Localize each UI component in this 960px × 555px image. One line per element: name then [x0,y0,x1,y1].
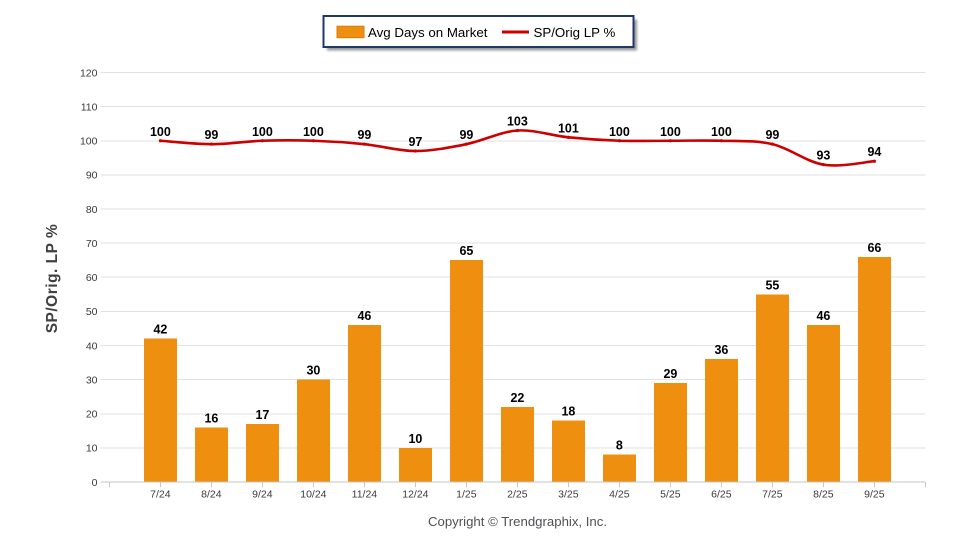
svg-text:93: 93 [816,149,830,163]
svg-text:10: 10 [86,443,98,455]
svg-text:Avg Days on Market: Avg Days on Market [368,25,488,40]
svg-text:40: 40 [86,340,98,352]
svg-text:9/25: 9/25 [864,489,885,501]
svg-text:100: 100 [303,125,324,139]
svg-text:29: 29 [663,367,677,381]
svg-text:17: 17 [255,408,269,422]
svg-text:20: 20 [86,409,98,421]
svg-text:10/24: 10/24 [300,489,326,501]
svg-text:18: 18 [561,405,575,419]
svg-text:70: 70 [86,238,98,250]
svg-text:3/25: 3/25 [558,489,579,501]
svg-text:100: 100 [150,125,171,139]
svg-text:55: 55 [765,278,779,292]
svg-text:60: 60 [86,272,98,284]
svg-text:46: 46 [816,309,830,323]
svg-text:99: 99 [204,128,218,142]
svg-text:16: 16 [204,411,218,425]
svg-text:97: 97 [408,135,422,149]
svg-text:4/25: 4/25 [609,489,630,501]
svg-text:99: 99 [459,128,473,142]
svg-text:5/25: 5/25 [660,489,681,501]
svg-text:36: 36 [714,343,728,357]
svg-text:0: 0 [92,477,98,489]
svg-text:8/24: 8/24 [201,489,222,501]
svg-text:8: 8 [616,439,623,453]
svg-text:10: 10 [408,432,422,446]
svg-text:101: 101 [558,121,579,135]
svg-text:11/24: 11/24 [352,489,378,501]
svg-text:46: 46 [357,309,371,323]
svg-text:1/25: 1/25 [456,489,477,501]
svg-text:SP/Orig LP %: SP/Orig LP % [534,25,616,40]
svg-text:100: 100 [609,125,630,139]
svg-text:30: 30 [86,374,98,386]
svg-text:8/25: 8/25 [813,489,834,501]
svg-text:7/25: 7/25 [762,489,783,501]
svg-text:22: 22 [510,391,524,405]
svg-text:30: 30 [306,364,320,378]
svg-text:65: 65 [459,244,473,258]
svg-text:2/25: 2/25 [507,489,528,501]
svg-text:100: 100 [252,125,273,139]
svg-text:12/24: 12/24 [402,489,428,501]
svg-text:7/24: 7/24 [150,489,171,501]
svg-text:90: 90 [86,170,98,182]
svg-text:94: 94 [867,145,881,159]
svg-text:42: 42 [153,323,167,337]
svg-text:Copyright © Trendgraphix, Inc.: Copyright © Trendgraphix, Inc. [428,514,607,529]
svg-text:6/25: 6/25 [711,489,732,501]
svg-text:100: 100 [80,136,98,148]
svg-text:50: 50 [86,306,98,318]
svg-text:9/24: 9/24 [252,489,273,501]
svg-text:99: 99 [357,128,371,142]
svg-text:120: 120 [80,67,98,79]
svg-text:66: 66 [867,241,881,255]
svg-text:103: 103 [507,115,528,129]
svg-text:SP/Orig. LP %: SP/Orig. LP % [44,224,61,334]
svg-text:100: 100 [711,125,732,139]
svg-text:99: 99 [765,128,779,142]
svg-text:100: 100 [660,125,681,139]
svg-text:80: 80 [86,204,98,216]
svg-text:110: 110 [81,101,98,113]
